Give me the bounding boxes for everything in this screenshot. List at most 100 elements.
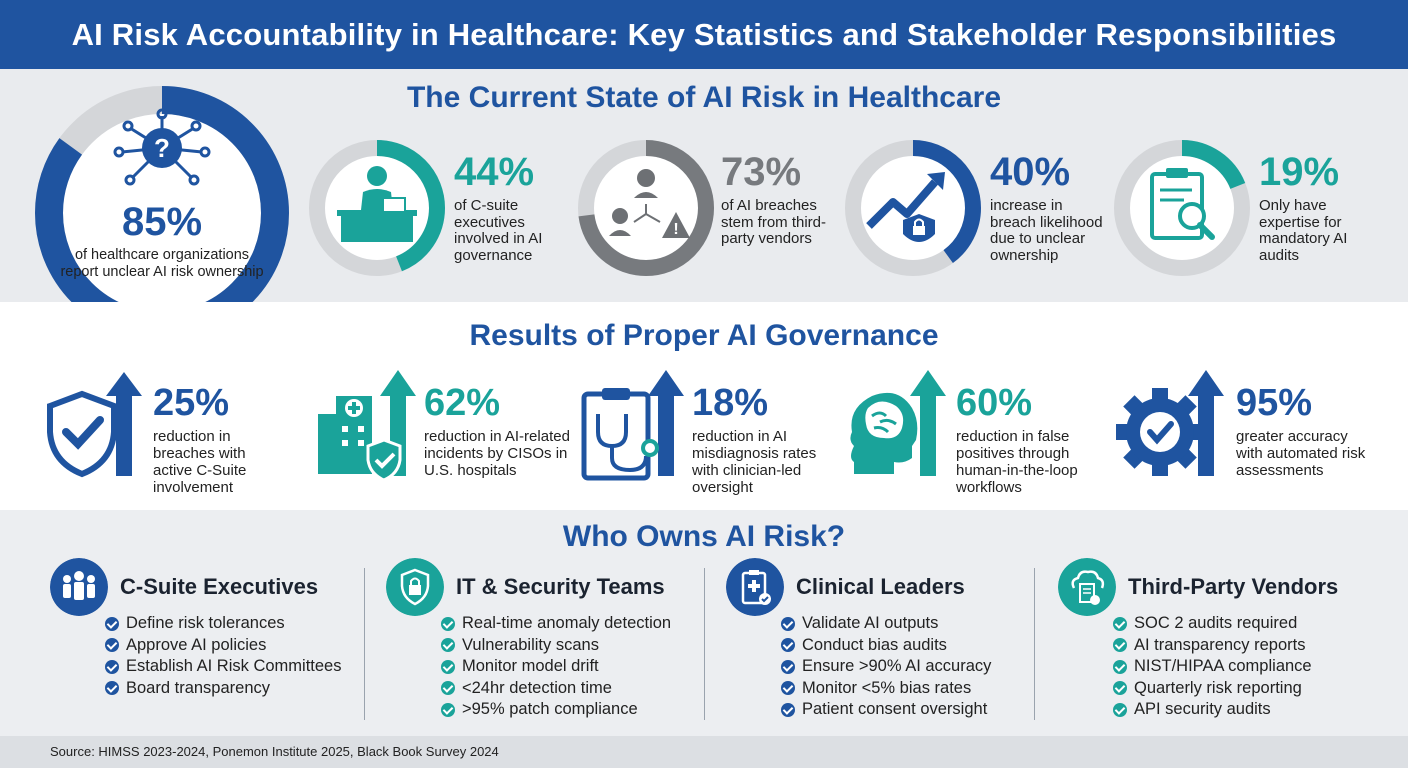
svg-text:?: ? xyxy=(154,133,170,163)
list-item: Validate AI outputs xyxy=(781,613,991,635)
owner-name: C-Suite Executives xyxy=(120,574,319,599)
result-description: greater accuracy with automated risk ass… xyxy=(1236,428,1366,479)
list-item: <24hr detection time xyxy=(441,678,671,700)
stat-breach: 40% increase in breach likelihood due to… xyxy=(990,150,1110,264)
list-item: Quarterly risk reporting xyxy=(1113,678,1312,700)
list-item: Patient consent oversight xyxy=(781,699,991,721)
column-divider xyxy=(1034,568,1035,720)
medical-clipboard-icon xyxy=(726,558,784,616)
check-icon xyxy=(1113,702,1127,717)
owner-responsibilities: Define risk tolerances Approve AI polici… xyxy=(105,613,341,699)
check-icon xyxy=(105,638,119,653)
svg-text:!: ! xyxy=(673,221,678,238)
check-icon xyxy=(1113,659,1127,674)
list-item: API security audits xyxy=(1113,699,1312,721)
list-item: AI transparency reports xyxy=(1113,635,1312,657)
gear-check-arrow-icon xyxy=(1116,370,1224,476)
people-group-icon xyxy=(50,558,108,616)
check-icon xyxy=(441,702,455,717)
result-description: reduction in breaches with active C-Suit… xyxy=(153,428,247,496)
page-title: AI Risk Accountability in Healthcare: Ke… xyxy=(71,16,1337,52)
clipboard-search-icon xyxy=(1150,168,1215,240)
owners-heading: Who Owns AI Risk? xyxy=(562,520,846,553)
list-item: Ensure >90% AI accuracy xyxy=(781,656,991,678)
result-incidents: 62% reduction in AI-related incidents by… xyxy=(424,382,574,479)
list-item: Real-time anomaly detection xyxy=(441,613,671,635)
stat-ring-audits xyxy=(1114,140,1250,276)
check-icon xyxy=(781,616,795,631)
stat-description: Only have expertise for mandatory AI aud… xyxy=(1259,197,1348,264)
check-icon xyxy=(441,681,455,696)
list-item: Board transparency xyxy=(105,678,341,700)
stat-ring-breach xyxy=(845,140,981,276)
head-brain-arrow-icon xyxy=(850,370,946,476)
owner-responsibilities: Validate AI outputs Conduct bias audits … xyxy=(781,613,991,721)
owner-name: IT & Security Teams xyxy=(456,574,665,599)
check-icon xyxy=(441,659,455,674)
result-breaches: 25% reduction in breaches with active C-… xyxy=(153,382,273,496)
list-item: Monitor model drift xyxy=(441,656,671,678)
stat-ring-c-suite xyxy=(309,140,445,276)
stat-c-suite: 44% of C-suite executives involved in AI… xyxy=(454,150,574,264)
stat-description: increase in breach likelihood due to unc… xyxy=(990,197,1103,264)
lock-shield-circuit-icon xyxy=(386,558,444,616)
column-divider xyxy=(704,568,705,720)
clipboard-stethoscope-arrow-icon xyxy=(581,370,684,481)
stat-value: 40% xyxy=(990,150,1071,194)
current-state-heading: The Current State of AI Risk in Healthca… xyxy=(406,81,1002,114)
list-item: Establish AI Risk Committees xyxy=(105,656,341,678)
footer: Source: HIMSS 2023-2024, Ponemon Institu… xyxy=(0,736,1408,768)
check-icon xyxy=(105,659,119,674)
check-icon xyxy=(105,616,119,631)
result-value: 95% xyxy=(1236,382,1313,424)
title-bar: AI Risk Accountability in Healthcare: Ke… xyxy=(0,0,1408,69)
results-heading: Results of Proper AI Governance xyxy=(469,319,939,352)
column-divider xyxy=(364,568,365,720)
list-item: Approve AI policies xyxy=(105,635,341,657)
result-value: 25% xyxy=(153,382,230,424)
check-icon xyxy=(441,638,455,653)
stat-description: of C-suite executives involved in AI gov… xyxy=(454,197,543,264)
check-icon xyxy=(441,616,455,631)
headline-stat: 85% of healthcare organizations report u… xyxy=(60,200,264,281)
result-misdiagnosis: 18% reduction in AI misdiagnosis rates w… xyxy=(692,382,842,496)
vendor-warning-icon xyxy=(609,169,690,238)
stat-vendors: 73% of AI breaches stem from third-party… xyxy=(721,150,841,248)
source-note: Source: HIMSS 2023-2024, Ponemon Institu… xyxy=(50,744,499,759)
shield-check-arrow-icon xyxy=(47,372,142,478)
network-question-icon: ? xyxy=(113,108,211,186)
list-item: NIST/HIPAA compliance xyxy=(1113,656,1312,678)
list-item: >95% patch compliance xyxy=(441,699,671,721)
check-icon xyxy=(105,681,119,696)
stat-audits: 19% Only have expertise for mandatory AI… xyxy=(1259,150,1369,264)
owner-responsibilities: SOC 2 audits required AI transparency re… xyxy=(1113,613,1312,721)
owner-name: Third-Party Vendors xyxy=(1128,574,1339,599)
check-icon xyxy=(781,681,795,696)
headline-description: of healthcare organizations report uncle… xyxy=(60,247,264,280)
list-item: Monitor <5% bias rates xyxy=(781,678,991,700)
list-item: Vulnerability scans xyxy=(441,635,671,657)
result-description: reduction in AI misdiagnosis rates with … xyxy=(692,428,817,496)
owner-name: Clinical Leaders xyxy=(796,574,965,599)
check-icon xyxy=(1113,638,1127,653)
list-item: Define risk tolerances xyxy=(105,613,341,635)
check-icon xyxy=(1113,681,1127,696)
result-value: 60% xyxy=(956,382,1033,424)
result-accuracy: 95% greater accuracy with automated risk… xyxy=(1236,382,1376,479)
result-false-positives: 60% reduction in false positives through… xyxy=(956,382,1106,496)
result-description: reduction in AI-related incidents by CIS… xyxy=(424,428,570,479)
stat-ring-vendors: ! xyxy=(578,140,714,276)
stat-value: 19% xyxy=(1259,150,1340,194)
result-description: reduction in false positives through hum… xyxy=(956,428,1078,496)
check-icon xyxy=(1113,616,1127,631)
result-value: 62% xyxy=(424,382,501,424)
stat-description: of AI breaches stem from third-party ven… xyxy=(721,197,827,247)
list-item: SOC 2 audits required xyxy=(1113,613,1312,635)
result-value: 18% xyxy=(692,382,769,424)
stat-value: 73% xyxy=(721,150,802,194)
owner-responsibilities: Real-time anomaly detection Vulnerabilit… xyxy=(441,613,671,721)
headline-value: 85% xyxy=(121,200,203,244)
stat-value: 44% xyxy=(454,150,535,194)
hospital-shield-arrow-icon xyxy=(318,370,416,482)
check-icon xyxy=(781,659,795,674)
